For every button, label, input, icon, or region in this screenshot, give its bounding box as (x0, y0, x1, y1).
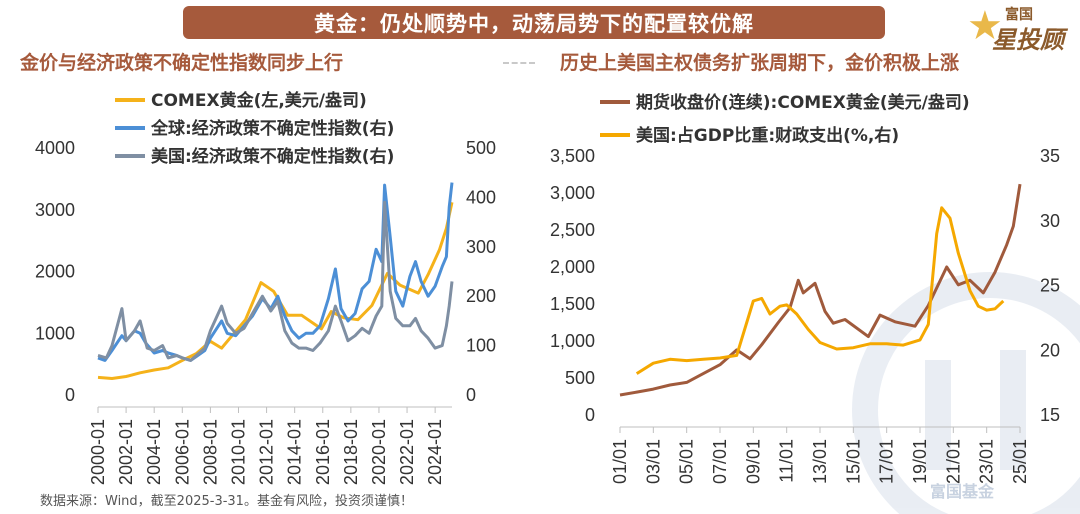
x-tick-label: 21/01 (943, 439, 963, 484)
y-left-tick-label: 1,000 (550, 331, 595, 351)
right-chart: 0 500 1,000 1,500 2,000 2,500 3,000 3,500 15 20 25… (550, 92, 1060, 484)
watermark-emblem (852, 272, 1080, 514)
x-tick-label: 2008-01 (200, 419, 220, 485)
x-tick-label: 03/01 (643, 439, 663, 484)
y-right-tick-label: 15 (1040, 405, 1060, 425)
logo-small-text: 富国 (1005, 7, 1033, 23)
y-left-tick-label: 0 (585, 405, 595, 425)
y-right-tick-label: 400 (466, 187, 496, 207)
star-icon: ★ (967, 3, 1003, 49)
x-tick-label: 2020-01 (369, 419, 389, 485)
series-line-0-1 (97, 182, 454, 362)
page-title: 黄金：仍处顺势中，动荡局势下的配置较优解 (183, 6, 885, 39)
x-tick-label: 25/01 (1010, 439, 1030, 484)
y-left-tick-label: 3,000 (550, 183, 595, 203)
y-left-tick-label: 3000 (35, 200, 75, 220)
y-right-tick-label: 500 (466, 138, 496, 158)
y-left-tick-label: 2000 (35, 262, 75, 282)
legend-label: COMEX黄金(左,美元/盎司) (151, 90, 367, 111)
y-left-tick-label: 2,000 (550, 257, 595, 277)
x-tick-label: 2014-01 (285, 419, 305, 485)
y-right-tick-label: 25 (1040, 276, 1060, 296)
x-tick-label: 09/01 (743, 439, 763, 484)
x-tick-label: 2000-01 (88, 419, 108, 485)
y-right-tick-label: 35 (1040, 146, 1060, 166)
x-tick-label: 17/01 (877, 439, 897, 484)
series-line-0-2 (97, 200, 454, 362)
logo-text: 星投顾 (992, 26, 1064, 54)
legend-label: 期货收盘价(连续):COMEX黄金(美元/盎司) (636, 92, 970, 113)
y-right-tick-label: 200 (466, 286, 496, 306)
left-chart-title: 金价与经济政策不确定性指数同步上行 (20, 52, 344, 74)
legend-label: 美国:占GDP比重:财政支出(%,右) (636, 125, 899, 146)
y-left-tick-label: 2,500 (550, 220, 595, 240)
x-tick-label: 2002-01 (116, 419, 136, 485)
x-tick-label: 2016-01 (313, 419, 333, 485)
legend-label: 全球:经济政策不确定性指数(右) (150, 118, 394, 139)
y-left-tick-label: 1,500 (550, 294, 595, 314)
series-line-0-0 (97, 201, 454, 380)
x-tick-label: 01/01 (610, 439, 630, 484)
x-tick-label: 2012-01 (257, 419, 277, 485)
x-tick-label: 2022-01 (397, 419, 417, 485)
source-note: 数据来源：Wind，截至2025-3-31。基金有风险，投资须谨慎！ (40, 494, 413, 509)
y-left-tick-label: 500 (565, 368, 595, 388)
x-tick-label: 2006-01 (172, 419, 192, 485)
title-divider (503, 62, 535, 64)
y-left-tick-label: 0 (65, 385, 75, 405)
x-tick-label: 19/01 (910, 439, 930, 484)
watermark-text: 富国基金 (930, 482, 995, 501)
series-line-1-1 (635, 206, 1005, 375)
y-right-tick-label: 300 (466, 237, 496, 257)
x-tick-label: 15/01 (843, 439, 863, 484)
x-tick-label: 23/01 (977, 439, 997, 484)
y-left-tick-label: 4000 (35, 138, 75, 158)
x-tick-label: 11/01 (777, 439, 797, 483)
y-right-tick-label: 0 (466, 385, 476, 405)
y-right-tick-label: 30 (1040, 211, 1060, 231)
x-tick-label: 2018-01 (341, 419, 361, 485)
legend-label: 美国:经济政策不确定性指数(右) (151, 146, 394, 167)
left-chart: 0 1000 2000 3000 4000 0 100 200 300 400 500 2000-01… (35, 90, 496, 485)
x-tick-label: 2004-01 (144, 419, 164, 485)
x-tick-label: 05/01 (677, 439, 697, 484)
y-left-tick-label: 3,500 (550, 146, 595, 166)
y-left-tick-label: 1000 (35, 323, 75, 343)
x-tick-label: 2010-01 (228, 419, 248, 485)
x-tick-label: 07/01 (710, 439, 730, 484)
x-tick-label: 2024-01 (425, 419, 445, 485)
y-right-tick-label: 20 (1040, 340, 1060, 360)
right-chart-title: 历史上美国主权债务扩张周期下，金价积极上涨 (560, 52, 960, 74)
x-tick-label: 13/01 (810, 439, 830, 484)
series-line-1-0 (619, 183, 1022, 397)
y-right-tick-label: 100 (466, 336, 496, 356)
